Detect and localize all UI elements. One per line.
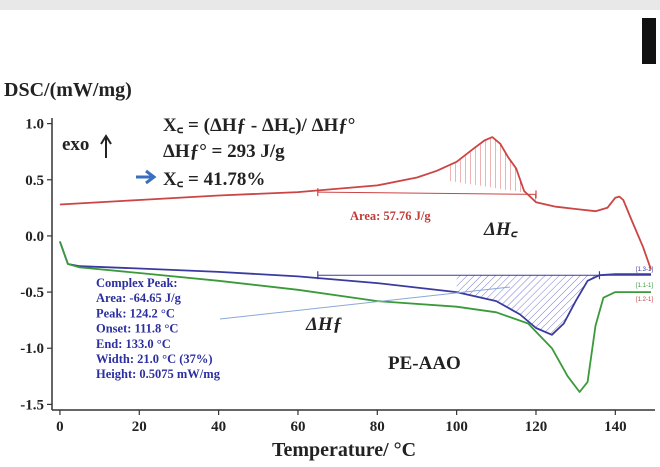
red-area-label: Area: 57.76 J/g	[350, 209, 431, 223]
x-tick-label: 120	[525, 419, 548, 435]
right-legend-entry: [1.3-1]	[636, 267, 653, 273]
x-tick-label: 100	[445, 419, 468, 435]
x-tick-label: 20	[132, 419, 147, 435]
complex-peak-line: Peak: 124.2 °C	[96, 306, 175, 320]
top-strip	[0, 0, 660, 10]
equation-line-1: X꜀ = (ΔHƒ - ΔH꜀)/ ΔHƒ°	[163, 115, 355, 136]
x-ticks: 0 20 40 60 80 100 120 140	[56, 410, 627, 435]
blue-curve	[59, 241, 651, 336]
green-curve	[59, 241, 651, 393]
red-curve	[59, 136, 652, 270]
x-tick-label: 80	[370, 419, 385, 435]
annotation-leader	[219, 286, 511, 320]
y-tick-label: 0.5	[25, 173, 44, 189]
red-baseline	[317, 191, 536, 195]
complex-peak-line: Area: -64.65 J/g	[96, 291, 182, 305]
complex-peak-line: Complex Peak:	[96, 276, 178, 290]
right-legend-entry: [1.2-1]	[636, 297, 653, 303]
y-tick-label: -1.5	[20, 397, 44, 413]
y-axis-title: DSC/(mW/mg)	[4, 79, 132, 101]
y-tick-label: 1.0	[25, 117, 44, 133]
sample-label: PE-AAO	[388, 353, 461, 374]
right-legend: [1.3-1] [1.1-1] [1.2-1]	[636, 267, 653, 303]
x-axis-title: Temperature/ °C	[272, 439, 416, 461]
corner-letter-fragment	[642, 18, 656, 64]
delta-hc-label: ΔH꜀	[483, 219, 519, 240]
equation-line-2: ΔHƒ° = 293 J/g	[163, 141, 285, 162]
exo-up-arrow-icon	[100, 134, 112, 158]
right-legend-entry: [1.1-1]	[636, 283, 653, 289]
y-ticks: 1.0 0.5 0.0 -0.5 -1.0 -1.5	[20, 117, 52, 413]
x-tick-label: 140	[604, 419, 627, 435]
delta-hf-label: ΔHƒ	[305, 314, 342, 335]
complex-peak-line: Onset: 111.8 °C	[96, 322, 178, 336]
x-tick-label: 60	[290, 419, 305, 435]
x-tick-label: 40	[211, 419, 226, 435]
complex-peak-line: Width: 21.0 °C (37%)	[96, 352, 213, 366]
equation-line-3: X꜀ = 41.78%	[163, 169, 265, 190]
blue-hatched-area	[456, 275, 596, 335]
exo-label: exo	[62, 134, 89, 155]
result-arrow-icon	[136, 169, 157, 185]
y-tick-label: 0.0	[25, 229, 44, 245]
complex-peak-line: End: 133.0 °C	[96, 337, 171, 351]
red-hatched-area	[448, 137, 536, 203]
x-tick-label: 0	[56, 419, 64, 435]
complex-peak-line: Height: 0.5075 mW/mg	[96, 367, 221, 381]
y-tick-label: -0.5	[20, 285, 44, 301]
y-tick-label: -1.0	[20, 341, 44, 357]
